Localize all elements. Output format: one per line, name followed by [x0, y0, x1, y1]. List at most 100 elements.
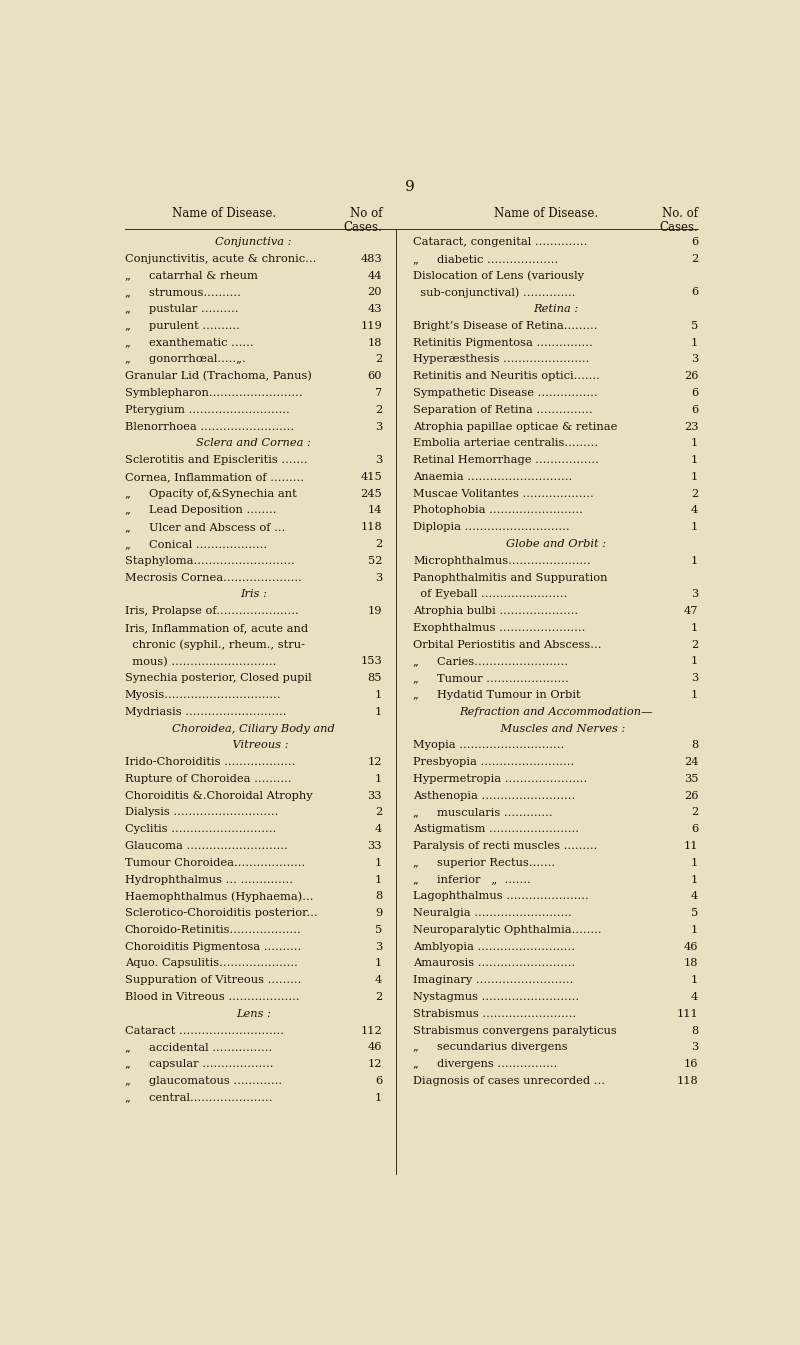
Text: Imaginary ..........................: Imaginary .......................... — [413, 975, 574, 986]
Text: Bright’s Disease of Retina.........: Bright’s Disease of Retina......... — [413, 321, 598, 331]
Text: 6: 6 — [691, 387, 698, 398]
Text: Neuroparalytic Ophthalmia........: Neuroparalytic Ophthalmia........ — [413, 925, 602, 935]
Text: „     purulent ..........: „ purulent .......... — [125, 321, 240, 331]
Text: Anaemia ............................: Anaemia ............................ — [413, 472, 572, 482]
Text: Suppuration of Vitreous .........: Suppuration of Vitreous ......... — [125, 975, 301, 986]
Text: Cataract ............................: Cataract ............................ — [125, 1025, 284, 1036]
Text: Iris :: Iris : — [240, 589, 267, 600]
Text: 23: 23 — [684, 421, 698, 432]
Text: Conjunctiva :: Conjunctiva : — [215, 237, 292, 247]
Text: 4: 4 — [375, 824, 382, 834]
Text: 3: 3 — [375, 455, 382, 465]
Text: Strabismus convergens paralyticus: Strabismus convergens paralyticus — [413, 1025, 617, 1036]
Text: Blood in Vitreous ...................: Blood in Vitreous ................... — [125, 993, 299, 1002]
Text: Sclerotico-Choroiditis posterior...: Sclerotico-Choroiditis posterior... — [125, 908, 318, 919]
Text: 4: 4 — [691, 506, 698, 515]
Text: 1: 1 — [375, 959, 382, 968]
Text: „     exanthematic ......: „ exanthematic ...... — [125, 338, 254, 347]
Text: 16: 16 — [684, 1059, 698, 1069]
Text: 415: 415 — [360, 472, 382, 482]
Text: 3: 3 — [691, 589, 698, 600]
Text: 7: 7 — [375, 387, 382, 398]
Text: 2: 2 — [691, 807, 698, 818]
Text: Astigmatism ........................: Astigmatism ........................ — [413, 824, 579, 834]
Text: 1: 1 — [691, 656, 698, 666]
Text: 6: 6 — [691, 237, 698, 247]
Text: Pterygium ...........................: Pterygium ........................... — [125, 405, 290, 414]
Text: Choroidea, Ciliary Body and: Choroidea, Ciliary Body and — [172, 724, 335, 733]
Text: 1: 1 — [691, 623, 698, 633]
Text: Embolia arteriae centralis.........: Embolia arteriae centralis......... — [413, 438, 598, 448]
Text: 111: 111 — [677, 1009, 698, 1018]
Text: 1: 1 — [691, 455, 698, 465]
Text: Lagophthalmus ......................: Lagophthalmus ...................... — [413, 892, 589, 901]
Text: 483: 483 — [360, 254, 382, 264]
Text: Name of Disease.: Name of Disease. — [494, 207, 598, 221]
Text: 3: 3 — [375, 421, 382, 432]
Text: „     Ulcer and Abscess of ...: „ Ulcer and Abscess of ... — [125, 522, 285, 533]
Text: Hypermetropia ......................: Hypermetropia ...................... — [413, 773, 587, 784]
Text: 85: 85 — [368, 674, 382, 683]
Text: „     central......................: „ central...................... — [125, 1092, 272, 1103]
Text: 47: 47 — [684, 607, 698, 616]
Text: Cyclitis ............................: Cyclitis ............................ — [125, 824, 276, 834]
Text: 9: 9 — [405, 180, 415, 194]
Text: „     pustular ..........: „ pustular .......... — [125, 304, 238, 315]
Text: Diplopia ............................: Diplopia ............................ — [413, 522, 570, 533]
Text: 1: 1 — [691, 438, 698, 448]
Text: 52: 52 — [368, 555, 382, 566]
Text: 2: 2 — [691, 488, 698, 499]
Text: 5: 5 — [691, 321, 698, 331]
Text: 1: 1 — [691, 472, 698, 482]
Text: Dialysis ............................: Dialysis ............................ — [125, 807, 278, 818]
Text: Separation of Retina ...............: Separation of Retina ............... — [413, 405, 593, 414]
Text: Retina :: Retina : — [533, 304, 578, 315]
Text: Iris, Prolapse of......................: Iris, Prolapse of...................... — [125, 607, 298, 616]
Text: Amaurosis ..........................: Amaurosis .......................... — [413, 959, 575, 968]
Text: Glaucoma ...........................: Glaucoma ........................... — [125, 841, 287, 851]
Text: Blenorrhoea .........................: Blenorrhoea ......................... — [125, 421, 294, 432]
Text: „     capsular ...................: „ capsular ................... — [125, 1059, 274, 1069]
Text: Rupture of Choroidea ..........: Rupture of Choroidea .......... — [125, 773, 291, 784]
Text: Conjunctivitis, acute & chronic...: Conjunctivitis, acute & chronic... — [125, 254, 316, 264]
Text: Choroido-Retinitis...................: Choroido-Retinitis................... — [125, 925, 302, 935]
Text: „     Caries.........................: „ Caries......................... — [413, 656, 568, 666]
Text: 119: 119 — [360, 321, 382, 331]
Text: 1: 1 — [691, 555, 698, 566]
Text: 1: 1 — [691, 690, 698, 699]
Text: 12: 12 — [368, 757, 382, 767]
Text: 1: 1 — [375, 706, 382, 717]
Text: Diagnosis of cases unrecorded ...: Diagnosis of cases unrecorded ... — [413, 1076, 605, 1085]
Text: Microphthalmus......................: Microphthalmus...................... — [413, 555, 590, 566]
Text: Retinitis Pigmentosa ...............: Retinitis Pigmentosa ............... — [413, 338, 593, 347]
Text: Irido-Choroiditis ...................: Irido-Choroiditis ................... — [125, 757, 295, 767]
Text: Panophthalmitis and Suppuration: Panophthalmitis and Suppuration — [413, 573, 608, 582]
Text: Amblyopia ..........................: Amblyopia .......................... — [413, 941, 575, 952]
Text: „     glaucomatous .............: „ glaucomatous ............. — [125, 1076, 282, 1085]
Text: Atrophia bulbi .....................: Atrophia bulbi ..................... — [413, 607, 578, 616]
Text: Staphyloma...........................: Staphyloma........................... — [125, 555, 294, 566]
Text: 2: 2 — [375, 807, 382, 818]
Text: Cases.: Cases. — [343, 222, 382, 234]
Text: Refraction and Accommodation—: Refraction and Accommodation— — [459, 706, 653, 717]
Text: Muscles and Nerves :: Muscles and Nerves : — [486, 724, 626, 733]
Text: Hyperæsthesis .......................: Hyperæsthesis ....................... — [413, 355, 590, 364]
Text: Globe and Orbit :: Globe and Orbit : — [506, 539, 606, 549]
Text: 18: 18 — [368, 338, 382, 347]
Text: Mydriasis ...........................: Mydriasis ........................... — [125, 706, 286, 717]
Text: 1: 1 — [375, 858, 382, 868]
Text: 8: 8 — [691, 740, 698, 751]
Text: „     Lead Deposition ........: „ Lead Deposition ........ — [125, 506, 276, 515]
Text: Choroiditis Pigmentosa ..........: Choroiditis Pigmentosa .......... — [125, 941, 301, 952]
Text: 4: 4 — [691, 993, 698, 1002]
Text: 44: 44 — [368, 270, 382, 281]
Text: 20: 20 — [368, 288, 382, 297]
Text: of Eyeball .......................: of Eyeball ....................... — [413, 589, 567, 600]
Text: Neuralgia ..........................: Neuralgia .......................... — [413, 908, 572, 919]
Text: 2: 2 — [375, 355, 382, 364]
Text: Nystagmus ..........................: Nystagmus .......................... — [413, 993, 579, 1002]
Text: 14: 14 — [368, 506, 382, 515]
Text: Cornea, Inflammation of .........: Cornea, Inflammation of ......... — [125, 472, 304, 482]
Text: „     secundarius divergens: „ secundarius divergens — [413, 1042, 568, 1052]
Text: Symblepharon.........................: Symblepharon......................... — [125, 387, 302, 398]
